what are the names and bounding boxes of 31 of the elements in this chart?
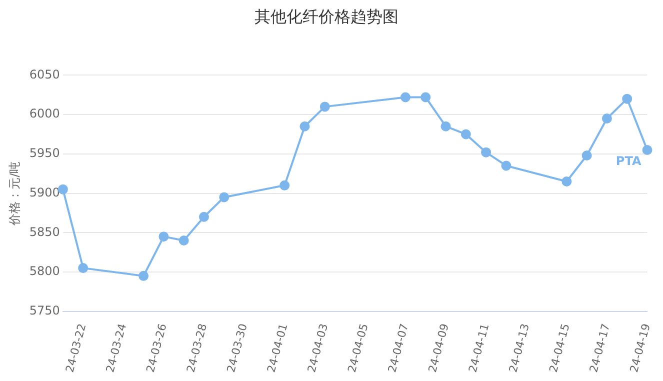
point bbox=[178, 236, 189, 246]
point bbox=[501, 160, 512, 171]
y-tick-label: 5750 bbox=[29, 303, 60, 318]
point bbox=[198, 212, 209, 222]
point bbox=[400, 92, 410, 102]
point bbox=[219, 192, 230, 202]
y-tick-label: 5800 bbox=[29, 264, 60, 278]
point bbox=[481, 147, 492, 158]
point bbox=[280, 180, 290, 190]
y-tick-label: 6050 bbox=[29, 67, 60, 82]
point bbox=[58, 184, 68, 194]
point bbox=[300, 121, 310, 132]
series-label: PTA bbox=[616, 154, 642, 168]
y-tick-label: 5900 bbox=[29, 185, 60, 200]
y-axis-title: 价格：元/吨 bbox=[7, 161, 22, 226]
point bbox=[562, 176, 572, 186]
point bbox=[582, 150, 592, 160]
y-tick-label: 6000 bbox=[29, 106, 60, 121]
point bbox=[158, 232, 169, 242]
point bbox=[420, 92, 431, 102]
y-tick-label: 5850 bbox=[29, 224, 60, 239]
point bbox=[320, 102, 330, 112]
point bbox=[602, 113, 612, 124]
point bbox=[460, 129, 471, 140]
point bbox=[642, 144, 652, 155]
point bbox=[138, 270, 149, 281]
point bbox=[622, 94, 632, 104]
y-tick-label: 5950 bbox=[29, 146, 60, 160]
chart-title: 其他化纤价格趋势图 bbox=[254, 6, 398, 26]
point bbox=[440, 121, 451, 132]
point bbox=[78, 263, 88, 274]
